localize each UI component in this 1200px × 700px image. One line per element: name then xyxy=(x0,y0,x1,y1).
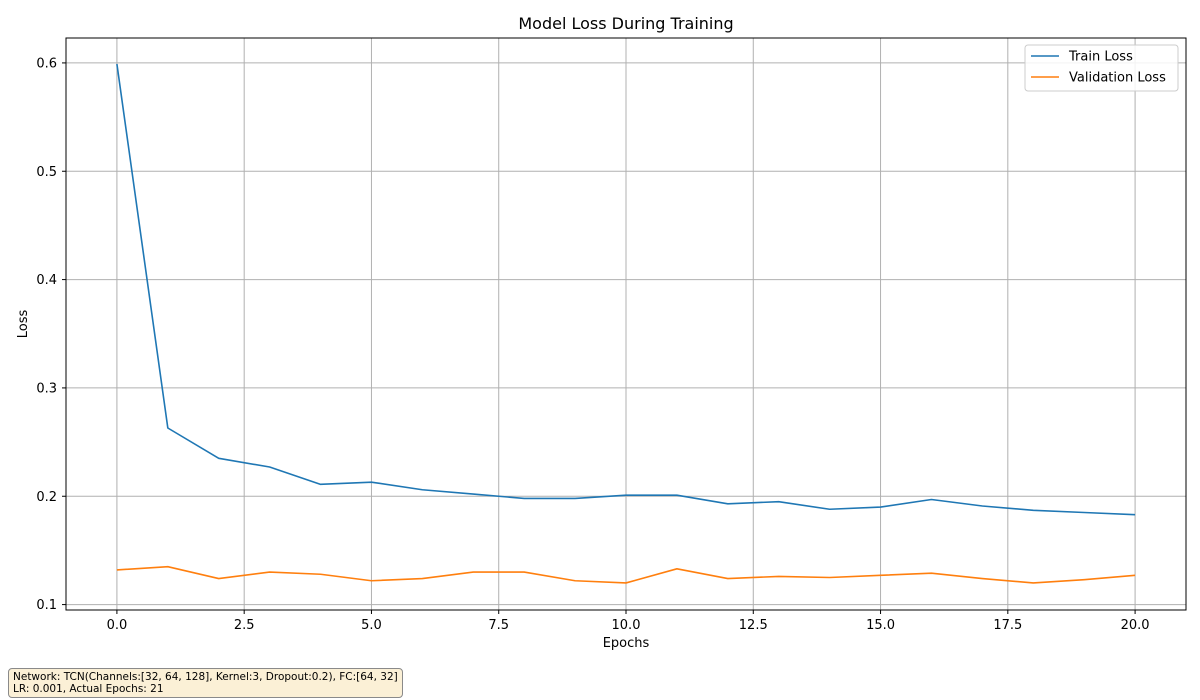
legend: Train Loss Validation Loss xyxy=(1024,44,1179,92)
y-tick-label: 0.2 xyxy=(36,490,57,505)
y-tick-label: 0.1 xyxy=(36,598,57,613)
x-tick-label: 15.0 xyxy=(866,618,895,633)
x-tick-label: 17.5 xyxy=(993,618,1022,633)
x-axis-label: Epochs xyxy=(603,636,650,651)
x-tick-label: 20.0 xyxy=(1121,618,1150,633)
model-info-annotation: Network: TCN(Channels:[32, 64, 128], Ker… xyxy=(8,668,403,698)
chart-title: Model Loss During Training xyxy=(518,14,733,33)
annotation-line-network: Network: TCN(Channels:[32, 64, 128], Ker… xyxy=(13,671,398,683)
train-loss-line xyxy=(116,63,1136,516)
x-tick-label: 12.5 xyxy=(739,618,768,633)
legend-frame xyxy=(1024,44,1179,92)
series-lines xyxy=(116,63,1136,584)
y-axis-label: Loss xyxy=(16,310,31,339)
y-tick-label: 0.4 xyxy=(36,273,57,288)
axis-ticks: 0.0 2.5 5.0 7.5 10.0 12.5 15.0 17.5 20.0 0.1 0.2 0.… xyxy=(36,56,1149,633)
x-tick-label: 10.0 xyxy=(612,618,641,633)
y-tick-label: 0.5 xyxy=(36,165,57,180)
x-tick-label: 0.0 xyxy=(107,618,128,633)
legend-label-train-loss: Train Loss xyxy=(1068,50,1133,65)
y-tick-label: 0.6 xyxy=(36,56,57,71)
loss-chart: Model Loss During Training 0.0 2.5 5.0 7.5 1… xyxy=(16,14,1187,651)
y-tick-label: 0.3 xyxy=(36,381,57,396)
annotation-line-training: LR: 0.001, Actual Epochs: 21 xyxy=(13,683,164,695)
x-tick-label: 5.0 xyxy=(361,618,382,633)
x-tick-label: 2.5 xyxy=(234,618,255,633)
legend-label-validation-loss: Validation Loss xyxy=(1069,71,1166,86)
x-tick-label: 7.5 xyxy=(488,618,509,633)
validation-loss-line xyxy=(116,565,1136,584)
grid-lines xyxy=(66,38,1186,610)
